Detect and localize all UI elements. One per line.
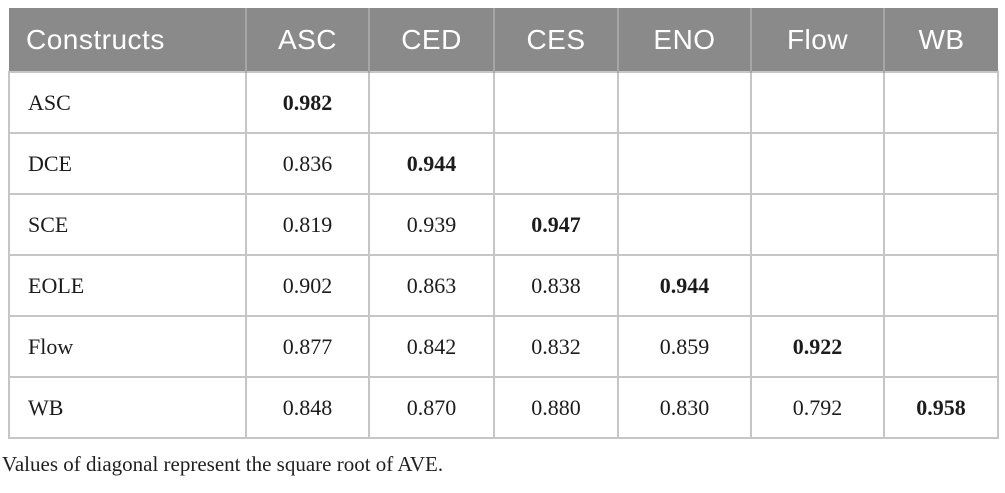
row-label: DCE	[8, 132, 247, 195]
table-row-wb: WB 0.848 0.870 0.880 0.830 0.792 0.958	[8, 376, 999, 439]
correlation-table: Constructs ASC CED CES ENO Flow WB ASC 0…	[8, 8, 999, 439]
cell: 0.830	[617, 376, 752, 439]
cell: 0.792	[750, 376, 885, 439]
cell	[368, 71, 495, 134]
cell: 0.838	[493, 254, 619, 317]
cell	[617, 193, 752, 256]
col-header-eno: ENO	[617, 8, 751, 72]
cell	[493, 132, 619, 195]
row-label: ASC	[8, 71, 247, 134]
cell	[493, 71, 619, 134]
col-header-constructs: Constructs	[9, 8, 246, 72]
cell: 0.836	[245, 132, 370, 195]
cell: 0.848	[245, 376, 370, 439]
col-header-asc: ASC	[245, 8, 369, 72]
cell	[883, 132, 999, 195]
cell: 0.832	[493, 315, 619, 378]
cell: 0.902	[245, 254, 370, 317]
cell: 0.880	[493, 376, 619, 439]
cell: 0.944	[368, 132, 495, 195]
cell: 0.842	[368, 315, 495, 378]
row-label: SCE	[8, 193, 247, 256]
cell	[617, 71, 752, 134]
row-label: WB	[8, 376, 247, 439]
row-label: Flow	[8, 315, 247, 378]
table-row-eole: EOLE 0.902 0.863 0.838 0.944	[8, 254, 999, 317]
col-header-wb: WB	[883, 8, 998, 72]
col-header-ces: CES	[493, 8, 618, 72]
table-footnote: Values of diagonal represent the square …	[2, 452, 444, 476]
cell	[750, 132, 885, 195]
row-label: EOLE	[8, 254, 247, 317]
cell	[750, 193, 885, 256]
table-row-flow: Flow 0.877 0.842 0.832 0.859 0.922	[8, 315, 999, 378]
table-row-sce: SCE 0.819 0.939 0.947	[8, 193, 999, 256]
cell	[883, 71, 999, 134]
cell: 0.982	[245, 71, 370, 134]
header-row: Constructs ASC CED CES ENO Flow WB	[9, 8, 998, 72]
cell	[883, 315, 999, 378]
table-row-dce: DCE 0.836 0.944	[8, 132, 999, 195]
col-header-ced: CED	[368, 8, 494, 72]
cell: 0.922	[750, 315, 885, 378]
cell	[750, 71, 885, 134]
cell: 0.944	[617, 254, 752, 317]
cell: 0.819	[245, 193, 370, 256]
cell: 0.939	[368, 193, 495, 256]
cell: 0.947	[493, 193, 619, 256]
cell: 0.877	[245, 315, 370, 378]
col-header-flow: Flow	[750, 8, 884, 72]
table-row-asc: ASC 0.982	[8, 71, 999, 134]
cell	[883, 254, 999, 317]
cell: 0.863	[368, 254, 495, 317]
cell: 0.958	[883, 376, 999, 439]
cell	[750, 254, 885, 317]
cell: 0.859	[617, 315, 752, 378]
cell: 0.870	[368, 376, 495, 439]
cell	[617, 132, 752, 195]
cell	[883, 193, 999, 256]
